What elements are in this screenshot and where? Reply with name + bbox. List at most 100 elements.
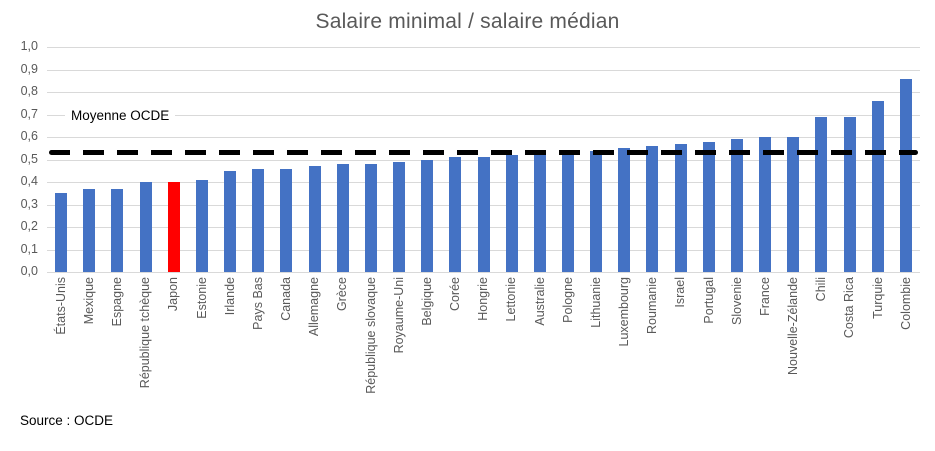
x-tick-label: Israel	[673, 277, 688, 308]
source-note: Source : OCDE	[20, 413, 114, 428]
x-label-slot: Colombie	[892, 277, 920, 447]
bar-portugal	[702, 141, 715, 272]
plot-area: Moyenne OCDE	[47, 47, 920, 273]
x-label-slot: Australie	[526, 277, 554, 447]
bar-turquie	[871, 101, 884, 272]
x-tick-label: Lithuanie	[588, 277, 603, 328]
bar-lettonie	[505, 155, 518, 272]
bar-pays-bas	[252, 168, 265, 272]
bar-r-publique-slovaque	[364, 164, 377, 272]
y-tick-label: 0,0	[20, 264, 38, 278]
x-tick-label: Hongrie	[476, 277, 491, 321]
bar-belgique	[421, 159, 434, 272]
x-tick-label: Luxembourg	[617, 277, 632, 347]
x-label-slot: Portugal	[695, 277, 723, 447]
oecd-average-label: Moyenne OCDE	[65, 107, 176, 124]
x-label-slot: Corée	[441, 277, 469, 447]
bar-nouvelle-z-lande	[787, 137, 800, 272]
x-label-slot: Hongrie	[469, 277, 497, 447]
bar-colombie	[899, 78, 912, 272]
x-tick-label: Australie	[532, 277, 547, 326]
y-tick-label: 0,2	[20, 219, 38, 233]
x-tick-label: Irlande	[222, 277, 237, 316]
x-tick-label: Espagne	[110, 277, 125, 327]
y-tick-label: 1,0	[20, 39, 38, 53]
x-tick-label: Turquie	[870, 277, 885, 319]
gridline	[47, 69, 920, 71]
gridline	[47, 47, 920, 48]
x-tick-label: Pologne	[560, 277, 575, 323]
bar-lithuanie	[590, 150, 603, 272]
bar-costa-rica	[843, 116, 856, 272]
x-tick-label: Colombie	[898, 277, 913, 330]
x-label-slot: Nouvelle-Zélande	[779, 277, 807, 447]
gridline	[47, 137, 920, 138]
gridline	[47, 92, 920, 93]
x-label-slot: Roumanie	[638, 277, 666, 447]
bar-slovenie	[730, 139, 743, 272]
oecd-average-dashed-line	[49, 150, 918, 156]
gridline	[47, 114, 920, 116]
x-tick-label: Costa Rica	[842, 277, 857, 339]
x-label-slot: Lithuanie	[582, 277, 610, 447]
y-tick-label: 0,7	[20, 106, 38, 121]
x-tick-label: Allemagne	[307, 277, 322, 337]
x-label-slot: Luxembourg	[610, 277, 638, 447]
y-tick-label: 0,9	[20, 61, 38, 76]
x-tick-label: Roumanie	[645, 277, 660, 334]
x-label-slot: Israel	[667, 277, 695, 447]
x-tick-label: France	[757, 277, 772, 316]
bar-canada	[280, 168, 293, 272]
x-tick-label: Royaume-Uni	[391, 277, 406, 354]
y-tick-label: 0,8	[20, 84, 38, 98]
x-tick-label: Lettonie	[504, 277, 519, 322]
x-tick-label: Grèce	[335, 277, 350, 312]
bar-luxembourg	[618, 148, 631, 272]
x-tick-label: Portugal	[701, 277, 716, 324]
bar-espagne	[111, 188, 124, 272]
y-tick-label: 0,3	[20, 196, 38, 211]
x-tick-label: Slovenie	[729, 277, 744, 325]
x-tick-label: Belgique	[419, 277, 434, 326]
x-label-slot: Pays Bas	[244, 277, 272, 447]
x-label-slot: Slovenie	[723, 277, 751, 447]
x-label-slot: Costa Rica	[836, 277, 864, 447]
x-label-slot: Irlande	[216, 277, 244, 447]
bar-allemagne	[308, 166, 321, 272]
bar-japon	[167, 182, 180, 272]
x-label-slot: Chili	[807, 277, 835, 447]
x-label-slot: Allemagne	[300, 277, 328, 447]
bar-roumanie	[646, 146, 659, 272]
y-tick-label: 0,1	[20, 241, 38, 256]
x-tick-label: Corée	[448, 277, 463, 312]
x-label-slot: France	[751, 277, 779, 447]
bar-r-publique-tch-que	[139, 182, 152, 272]
x-tick-label: Pays Bas	[250, 277, 265, 330]
x-label-slot: Japon	[160, 277, 188, 447]
bar-gr-ce	[336, 164, 349, 272]
x-tick-label: États-Unis	[53, 277, 68, 335]
x-label-slot: Lettonie	[498, 277, 526, 447]
x-tick-label: Canada	[279, 277, 294, 321]
x-label-slot: Estonie	[188, 277, 216, 447]
bar-france	[759, 137, 772, 272]
bar-hongrie	[477, 157, 490, 272]
bar-royaume-uni	[393, 161, 406, 272]
y-tick-label: 0,6	[20, 129, 38, 143]
x-label-slot: République tchèque	[131, 277, 159, 447]
bar-cor-e	[449, 157, 462, 272]
x-label-slot: Canada	[272, 277, 300, 447]
x-axis: États-Unis Mexique Espagne République tchèq…	[47, 277, 920, 447]
y-tick-label: 0,5	[20, 151, 38, 166]
x-label-slot: Grèce	[329, 277, 357, 447]
x-label-slot: Turquie	[864, 277, 892, 447]
bar--tats-unis	[55, 193, 68, 272]
gridline	[47, 272, 920, 273]
bar-mexique	[83, 188, 96, 272]
x-tick-label: Mexique	[81, 277, 96, 325]
bar-pologne	[561, 152, 574, 272]
x-label-slot: Belgique	[413, 277, 441, 447]
y-tick-label: 0,4	[20, 174, 38, 188]
bar-israel	[674, 143, 687, 272]
